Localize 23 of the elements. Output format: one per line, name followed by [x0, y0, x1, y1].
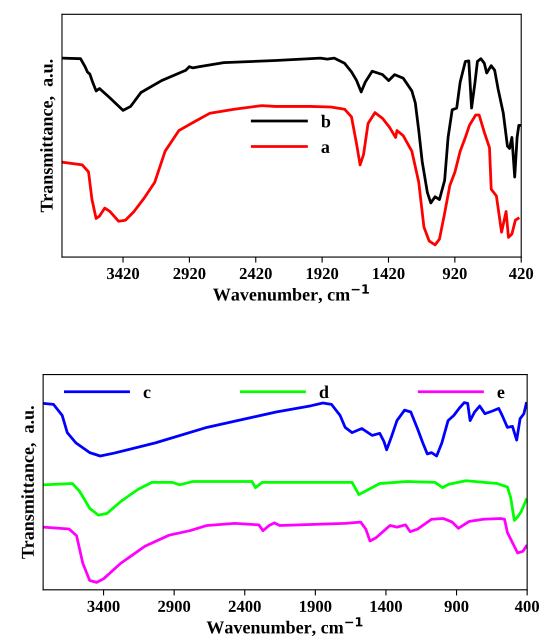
- legend-label: b: [321, 114, 330, 128]
- legend-label: c: [144, 390, 151, 398]
- x-tick-label: 1920: [306, 268, 338, 280]
- x-axis-title: Wavenumber, cm$^{−1}$: [213, 284, 369, 304]
- x-tick-label: 1400: [370, 600, 402, 612]
- x-tick-label: 3400: [88, 600, 120, 612]
- x-tick-label: 3420: [107, 268, 140, 280]
- x-tick-label: 2400: [228, 600, 261, 612]
- x-tick-label: 920: [442, 268, 467, 280]
- legend-label: d: [320, 386, 329, 398]
- x-tick-label: 2420: [240, 268, 272, 280]
- x-tick-label: 400: [514, 600, 539, 612]
- x-tick-label: 1420: [373, 268, 405, 280]
- x-tick-label: 1900: [300, 600, 332, 612]
- legend-label: e: [498, 390, 504, 398]
- y-axis-title: Transmittance, a.u.: [21, 406, 37, 559]
- y-axis-title: Transmittance, a.u.: [40, 60, 56, 212]
- x-tick-label: 900: [444, 600, 468, 612]
- legend-label: a: [321, 144, 330, 154]
- x-tick-label: 2920: [173, 268, 206, 280]
- x-axis-title: Wavenumber, cm$^{−1}$: [206, 617, 362, 636]
- x-tick-label: 420: [508, 268, 534, 280]
- x-tick-label: 2900: [158, 600, 190, 612]
